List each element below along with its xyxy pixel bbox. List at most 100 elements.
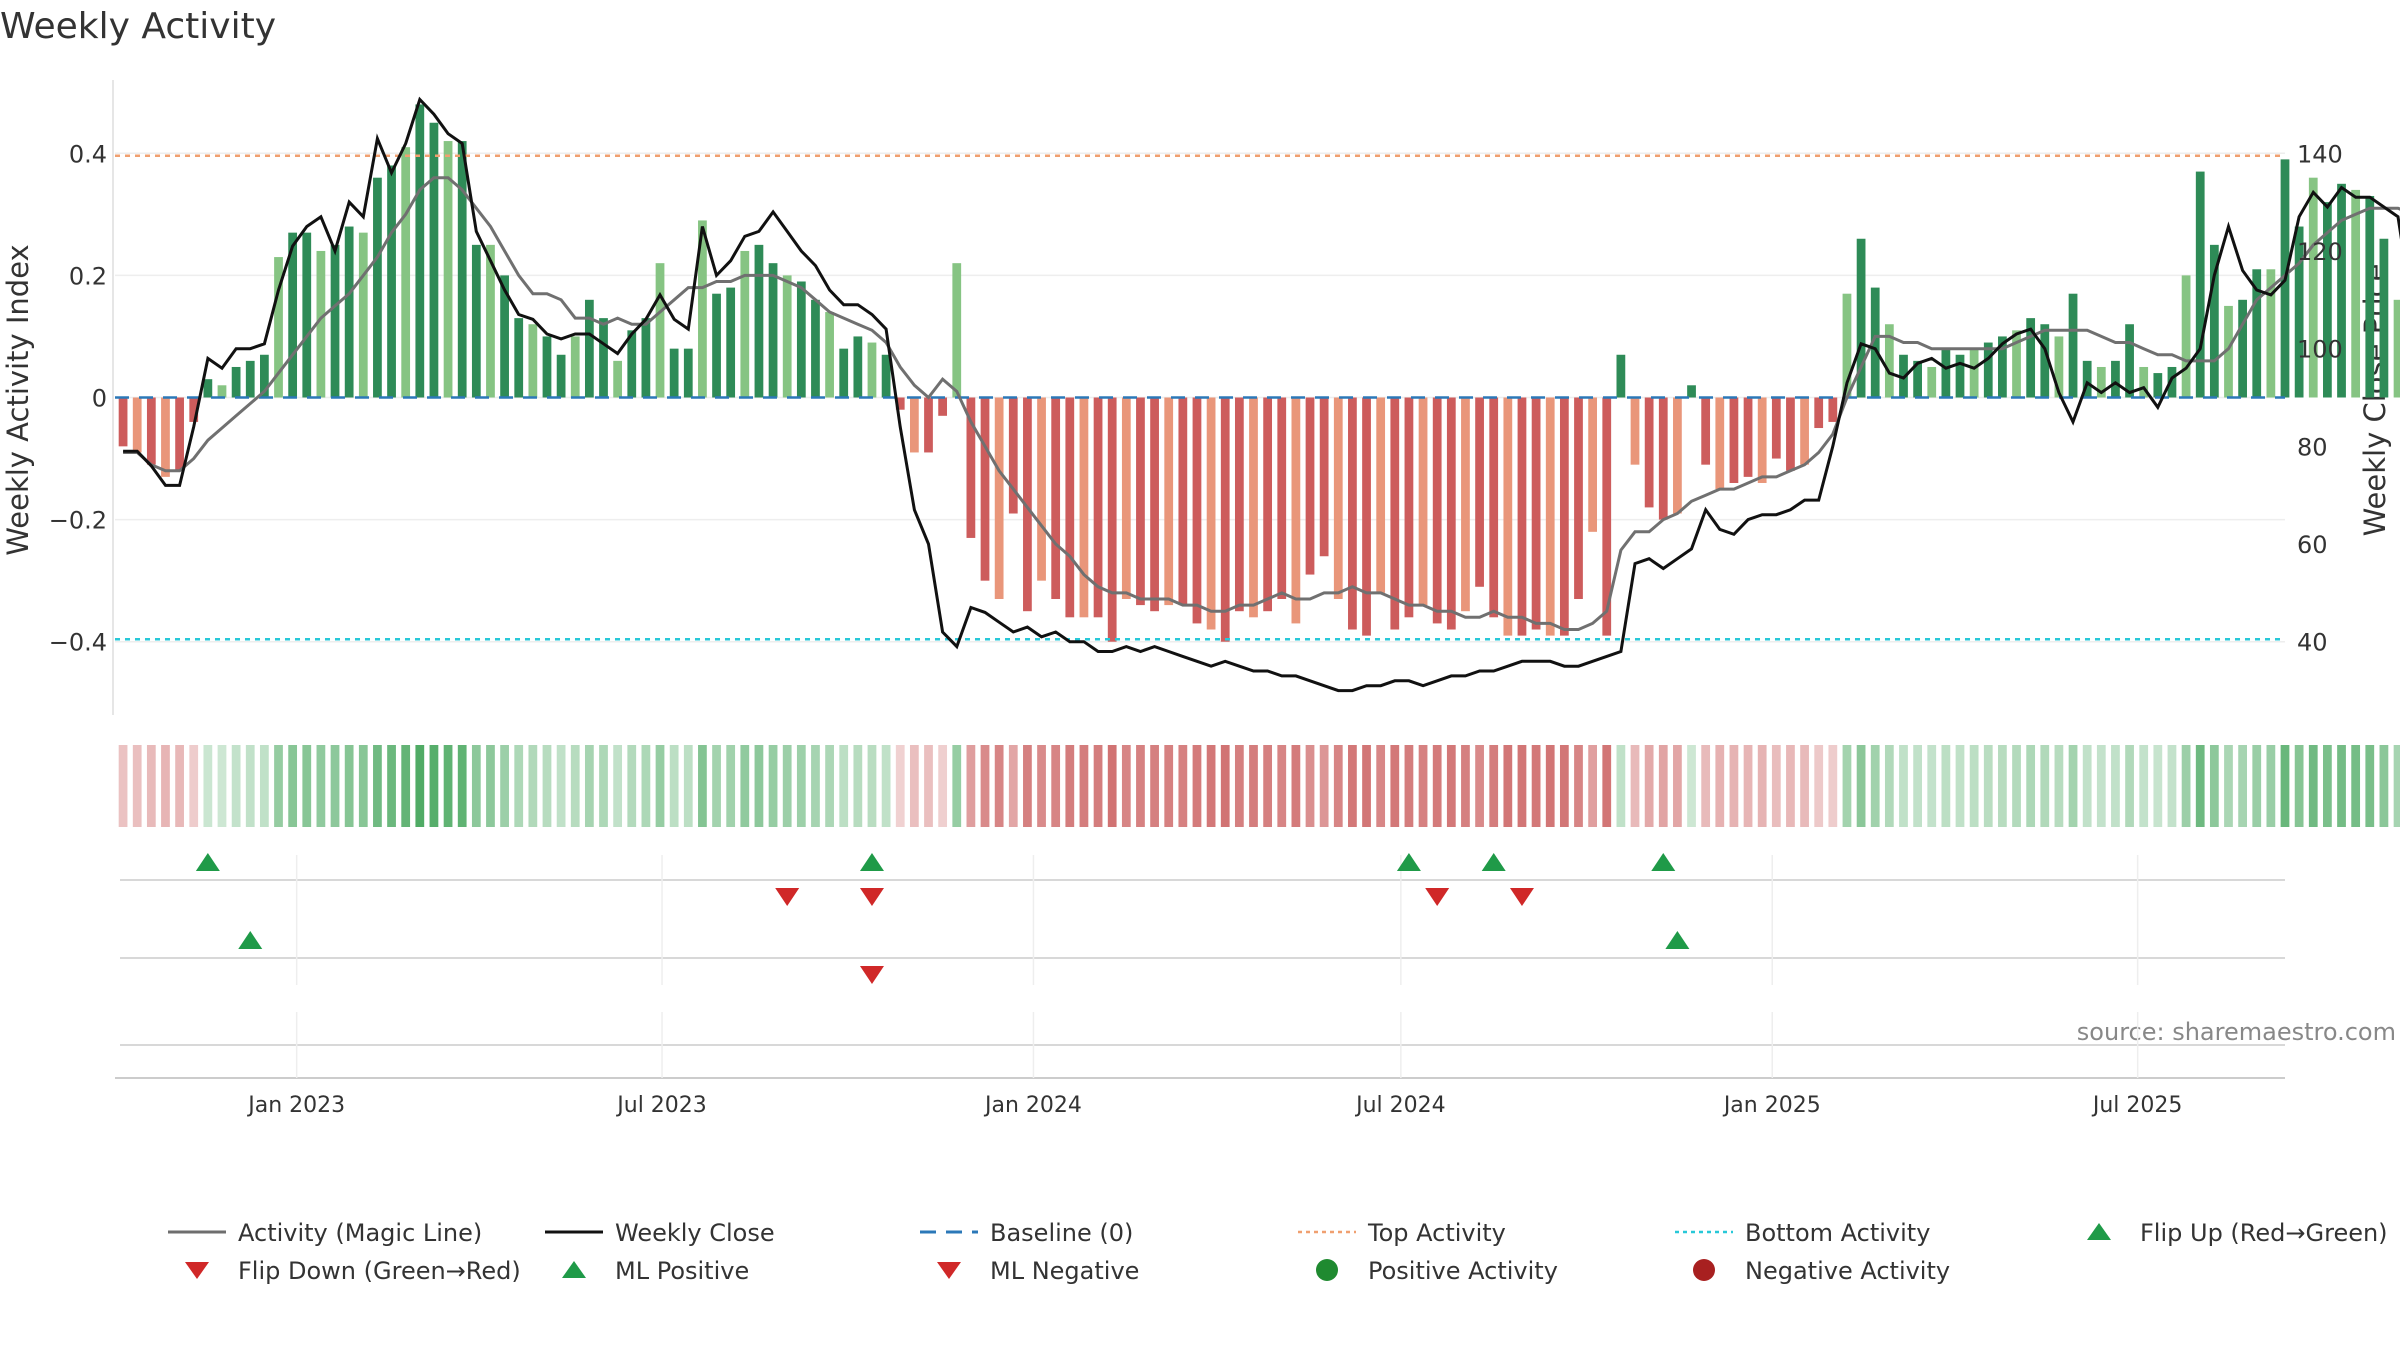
activity-bar — [1856, 238, 1866, 398]
strip-cell — [1729, 745, 1739, 827]
strip-cell — [1121, 745, 1131, 827]
strip-cell — [2294, 745, 2304, 827]
legend-swatch — [1316, 1259, 1338, 1281]
strip-cell — [1870, 745, 1880, 827]
activity-bar — [1489, 397, 1499, 618]
x-tick-label: Jan 2023 — [246, 1093, 345, 1118]
strip-cell — [2308, 745, 2318, 827]
strip-cell — [1418, 745, 1428, 827]
strip-cell — [867, 745, 877, 827]
strip-cell — [1404, 745, 1414, 827]
activity-bar — [599, 318, 608, 398]
strip-cell — [853, 745, 863, 827]
activity-bar — [2308, 177, 2318, 398]
activity-bar — [1107, 397, 1117, 642]
strip-cell — [344, 745, 354, 827]
activity-bar — [1743, 397, 1753, 477]
activity-bar — [2365, 196, 2375, 398]
activity-bar — [1503, 397, 1513, 636]
activity-bar — [373, 177, 382, 398]
strip-cell — [2096, 745, 2106, 827]
activity-bar — [2209, 244, 2219, 398]
strip-cell — [2054, 745, 2064, 827]
strip-cell — [288, 745, 298, 827]
strip-cell — [542, 745, 552, 827]
strip-cell — [471, 745, 481, 827]
activity-bar — [217, 385, 227, 398]
activity-bar — [1884, 324, 1894, 398]
activity-bar — [2238, 299, 2247, 398]
legend-swatch — [185, 1262, 209, 1279]
activity-bar — [1687, 385, 1696, 398]
activity-bar — [175, 397, 184, 471]
strip-cell — [387, 745, 396, 827]
strip-cell — [2125, 745, 2134, 827]
activity-bar — [1771, 397, 1781, 459]
strip-cell — [2351, 745, 2361, 827]
strip-cell — [1475, 745, 1484, 827]
strip-cell — [1602, 745, 1612, 827]
strip-cell — [1234, 745, 1244, 827]
strip-cell — [1983, 745, 1993, 827]
activity-bar — [1291, 397, 1301, 624]
strip-cell — [1136, 745, 1145, 827]
strip-cell — [373, 745, 382, 827]
activity-bar — [1178, 397, 1188, 606]
strip-cell — [811, 745, 820, 827]
flip-down-marker — [1425, 888, 1450, 906]
strip-cell — [1432, 745, 1442, 827]
strip-cell — [2139, 745, 2149, 827]
strip-cell — [1969, 745, 1979, 827]
strip-cell — [2365, 745, 2375, 827]
strip-cell — [1771, 745, 1781, 827]
activity-bar — [1390, 397, 1400, 630]
strip-cell — [1348, 745, 1357, 827]
activity-bar — [2252, 269, 2262, 398]
strip-cell — [1305, 745, 1315, 827]
activity-bar — [1432, 397, 1442, 624]
activity-bar — [1277, 397, 1287, 599]
activity-bar — [1305, 397, 1315, 575]
activity-bar — [1220, 397, 1230, 642]
strip-cell — [782, 745, 792, 827]
source-note: source: sharemaestro.com — [2077, 1018, 2396, 1046]
y2-tick-label: 40 — [2297, 629, 2328, 657]
strip-cell — [1107, 745, 1117, 827]
flip-down-marker — [775, 888, 800, 906]
flip-down-marker — [859, 888, 884, 906]
strip-cell — [1616, 745, 1626, 827]
activity-bar — [1814, 397, 1824, 429]
activity-bar — [2082, 360, 2092, 398]
strip-cell — [1390, 745, 1400, 827]
strip-cell — [2337, 745, 2346, 827]
activity-bar — [245, 360, 255, 398]
strip-cell — [514, 745, 524, 827]
activity-bar — [698, 220, 707, 398]
activity-bar — [839, 348, 849, 398]
activity-bar — [146, 397, 156, 465]
strip-cell — [1249, 745, 1258, 827]
activity-bar — [1531, 397, 1541, 630]
activity-bar — [655, 263, 665, 398]
activity-bar — [1955, 354, 1965, 398]
activity-bar — [1192, 397, 1202, 624]
activity-bar — [1023, 397, 1032, 612]
legend-label: Baseline (0) — [990, 1219, 1133, 1247]
strip-cell — [1588, 745, 1597, 827]
activity-bar — [1348, 397, 1357, 630]
activity-bar — [1588, 397, 1597, 532]
strip-cell — [1941, 745, 1951, 827]
x-tick-label: Jan 2024 — [983, 1093, 1082, 1118]
activity-bar — [1574, 397, 1583, 599]
strip-cell — [613, 745, 623, 827]
strip-cell — [429, 745, 439, 827]
strip-cell — [175, 745, 184, 827]
legend-swatch — [937, 1262, 961, 1279]
strip-cell — [2323, 745, 2332, 827]
strip-cell — [1206, 745, 1216, 827]
activity-bar — [1517, 397, 1527, 636]
activity-bar — [2294, 226, 2304, 398]
activity-bar — [500, 275, 509, 398]
strip-cell — [2026, 745, 2036, 827]
strip-cell — [189, 745, 199, 827]
